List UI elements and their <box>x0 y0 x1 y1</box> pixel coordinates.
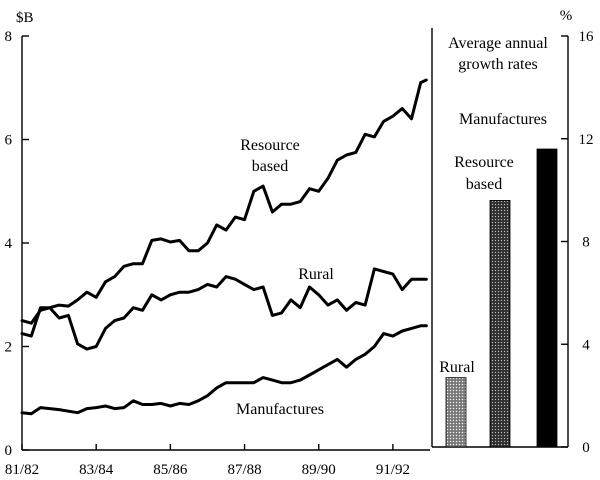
growth-rates-chart: % 0 4 8 12 16 Average annual growth rates Rural R… <box>431 8 595 456</box>
left-y-tick-label: 8 <box>5 29 13 45</box>
right-y-tick-label: 16 <box>579 29 595 45</box>
bar-label: based <box>466 176 502 193</box>
right-y-axis-unit: % <box>560 8 573 24</box>
series-annotation: based <box>252 158 288 175</box>
bar-resource-based <box>489 199 511 448</box>
left-y-tick-label: 4 <box>5 236 13 252</box>
bar-chart-title: growth rates <box>458 56 538 73</box>
bar-label: Resource <box>454 154 514 171</box>
series-annotation: Manufactures <box>236 401 324 418</box>
right-y-tick-label: 4 <box>582 337 590 353</box>
left-x-tick-label: 87/88 <box>227 462 261 478</box>
export-values-chart: $B 0 2 4 6 8 81/82 83/84 85/86 87/88 89/90 91/92 Res… <box>5 10 430 478</box>
left-x-tick-label: 91/92 <box>376 462 410 478</box>
left-x-tick-label: 89/90 <box>302 462 336 478</box>
series-line-rural <box>20 267 428 351</box>
series-annotation: Rural <box>298 266 334 283</box>
bar-label: Manufactures <box>459 111 547 128</box>
bar-rural <box>445 377 467 448</box>
left-y-tick-label: 6 <box>5 133 13 149</box>
left-y-axis-unit: $B <box>16 10 34 26</box>
left-y-tick-label: 2 <box>5 340 13 356</box>
right-y-tick-label: 12 <box>579 132 594 148</box>
series-annotation: Resource <box>240 137 300 154</box>
left-x-tick-label: 85/86 <box>153 462 188 478</box>
bar-manufactures <box>536 148 558 448</box>
left-y-tick-label: 0 <box>5 443 13 459</box>
series-line-resource-based <box>20 78 428 325</box>
bar-label: Rural <box>439 359 475 376</box>
left-x-tick-label: 83/84 <box>79 462 114 478</box>
right-y-tick-label: 0 <box>582 440 590 456</box>
series-line-manufactures <box>20 324 428 416</box>
bar-chart-title: Average annual <box>448 35 548 52</box>
left-x-tick-label: 81/82 <box>5 462 39 478</box>
right-y-tick-label: 8 <box>582 235 590 251</box>
